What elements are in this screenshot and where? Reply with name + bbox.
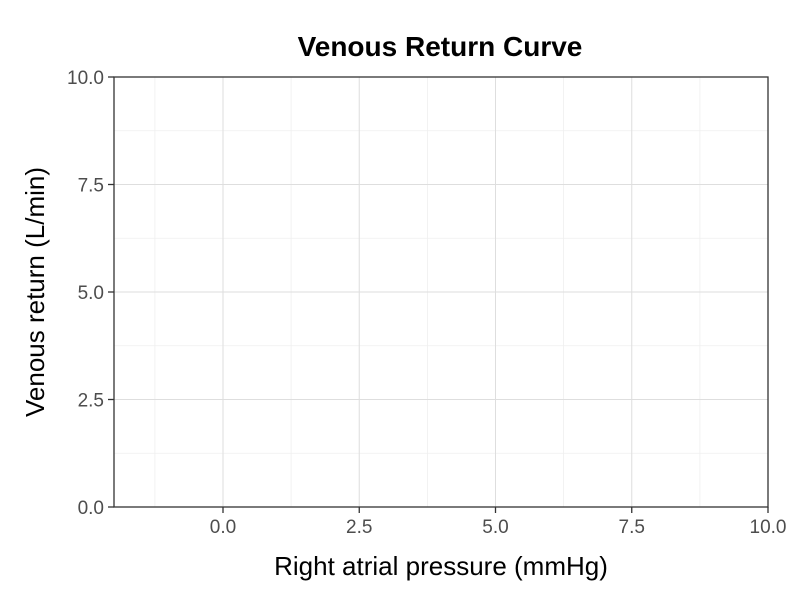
x-tick-label: 7.5 xyxy=(619,517,645,538)
x-tick-label: 0.0 xyxy=(210,517,236,538)
x-axis-label: Right atrial pressure (mmHg) xyxy=(274,551,608,581)
y-axis-label: Venous return (L/min) xyxy=(20,167,50,417)
y-tick-label: 2.5 xyxy=(78,391,104,412)
y-axis-ticks: 0.0 2.5 5.0 7.5 10.0 xyxy=(67,68,114,519)
x-tick-label: 5.0 xyxy=(482,517,508,538)
y-tick-label: 5.0 xyxy=(78,283,104,304)
chart-title: Venous Return Curve xyxy=(298,31,583,62)
major-grid xyxy=(114,76,769,508)
x-tick-label: 2.5 xyxy=(346,517,372,538)
x-tick-label: 10.0 xyxy=(750,517,787,538)
y-tick-label: 10.0 xyxy=(67,68,104,89)
y-tick-label: 7.5 xyxy=(78,176,104,197)
y-tick-label: 0.0 xyxy=(78,498,104,519)
x-axis-ticks: 0.0 2.5 5.0 7.5 10.0 xyxy=(210,507,787,538)
